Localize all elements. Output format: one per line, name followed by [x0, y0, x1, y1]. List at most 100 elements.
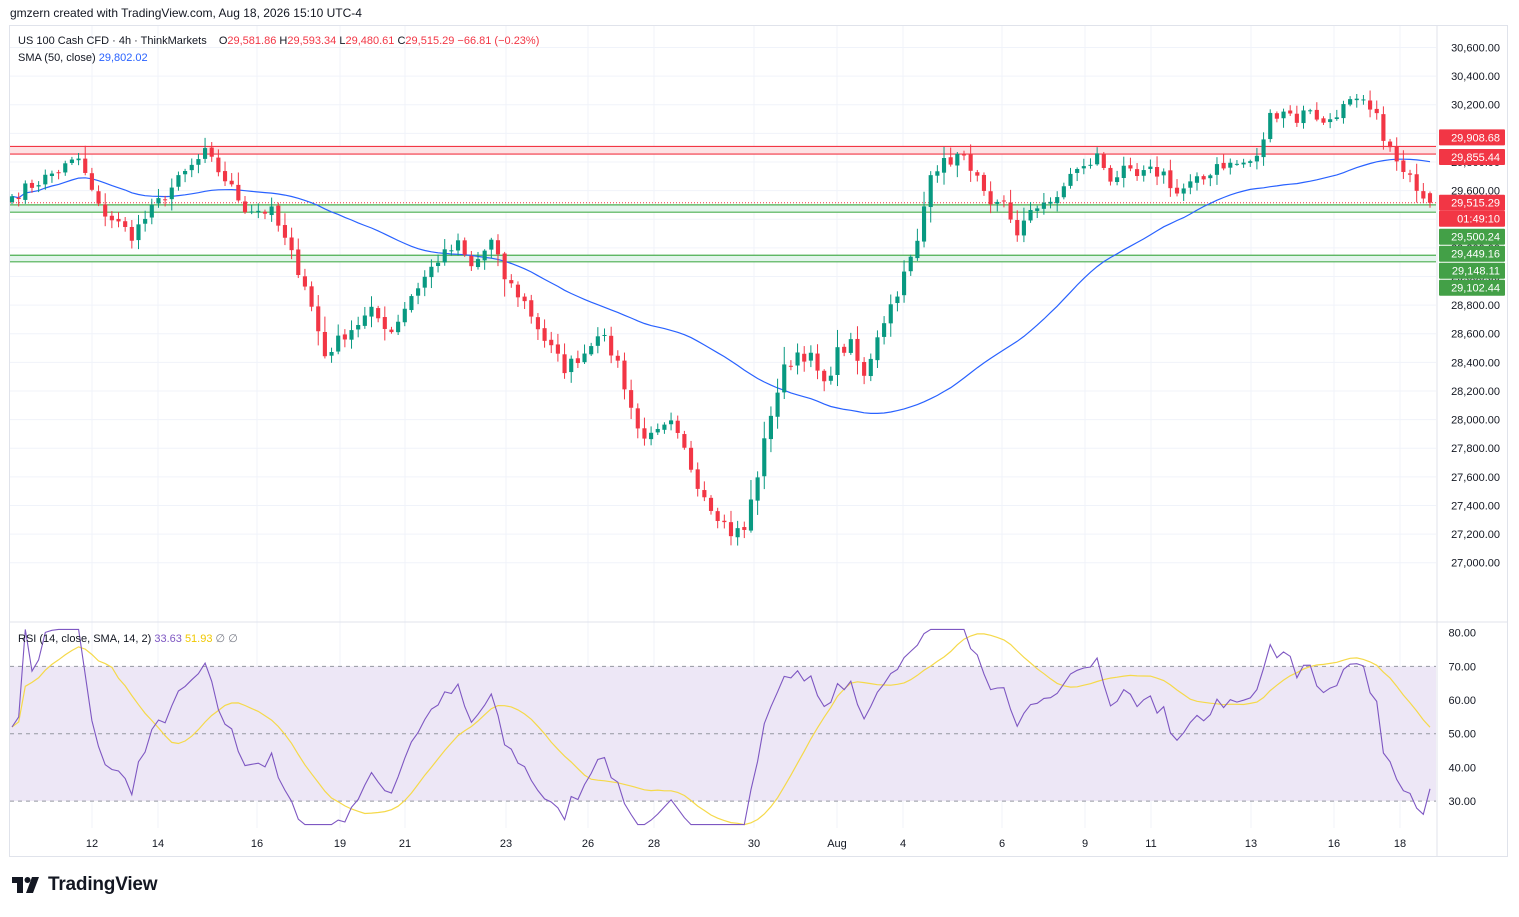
candle-body	[322, 331, 327, 357]
candle-body	[815, 353, 820, 371]
candle	[975, 169, 980, 182]
candle-body	[36, 185, 41, 187]
support-zone-lower	[10, 255, 1436, 262]
candle-body	[176, 175, 181, 187]
candle-body	[369, 306, 374, 317]
candle-body	[935, 171, 940, 176]
candle-body	[1414, 174, 1419, 191]
candle-body	[682, 434, 687, 448]
candle-body	[216, 157, 221, 173]
candle-body	[502, 253, 507, 280]
candle	[602, 328, 607, 342]
candle	[822, 369, 827, 392]
countdown-badge: 01:49:10	[1457, 214, 1500, 226]
candle	[362, 306, 367, 329]
candle	[1135, 163, 1140, 181]
candle	[1261, 132, 1266, 166]
candle	[1035, 205, 1040, 219]
candle	[296, 238, 301, 279]
candle	[183, 168, 188, 183]
candle	[442, 239, 447, 266]
candle-body	[103, 204, 108, 217]
candle-body	[1254, 155, 1259, 162]
candle-body	[715, 511, 720, 521]
candle	[828, 366, 833, 385]
candle	[502, 251, 507, 297]
candle-body	[1135, 169, 1140, 177]
candle	[262, 209, 268, 220]
candle-body	[475, 259, 481, 268]
candle-body	[562, 354, 567, 374]
candle	[1354, 94, 1359, 108]
candle	[1088, 158, 1093, 169]
candle	[316, 295, 321, 346]
candle-body	[209, 147, 214, 157]
candle	[882, 316, 887, 345]
candle	[396, 314, 401, 336]
candle-body	[163, 199, 168, 201]
candle	[682, 430, 687, 450]
candle	[575, 350, 580, 369]
candle	[83, 145, 88, 176]
candle-body	[549, 339, 554, 346]
candle	[549, 331, 554, 354]
candle-body	[602, 334, 607, 336]
candle-body	[928, 175, 933, 208]
rsi-tick-label: 70.00	[1448, 661, 1476, 673]
candle	[56, 169, 61, 180]
time-tick-label: 12	[86, 838, 98, 850]
candle	[1407, 169, 1413, 183]
rsi-line	[11, 628, 1431, 826]
candle	[1328, 113, 1333, 129]
candle-body	[422, 276, 427, 288]
candle-body	[582, 353, 587, 363]
candle-body	[1234, 163, 1240, 165]
candle	[742, 521, 747, 539]
candle	[848, 332, 853, 355]
time-tick-label: 19	[334, 838, 346, 850]
time-tick-label: Aug	[827, 838, 847, 850]
candle	[1194, 172, 1200, 191]
candle	[762, 421, 767, 490]
candle	[382, 306, 387, 341]
candle	[1101, 152, 1106, 171]
candle-body	[156, 198, 161, 204]
candle-body	[509, 280, 514, 284]
candle-body	[1281, 111, 1286, 119]
candle	[422, 270, 427, 297]
candle-body	[1308, 110, 1313, 112]
tradingview-logo[interactable]: TradingView	[12, 874, 158, 896]
candle-body	[1161, 171, 1166, 176]
candle-body	[902, 271, 907, 296]
candle-body	[196, 159, 201, 165]
candle-body	[1348, 99, 1353, 105]
candle	[935, 165, 940, 183]
resistance-zone	[10, 146, 1436, 155]
candle-body	[822, 370, 827, 382]
support-badge: 29,449.16	[1451, 249, 1500, 261]
candle-body	[1188, 181, 1193, 188]
candle	[1001, 195, 1006, 208]
candle-body	[242, 201, 248, 213]
candle-body	[622, 360, 627, 390]
candle-body	[635, 408, 640, 429]
candle	[1348, 96, 1353, 107]
candle	[1008, 189, 1013, 223]
ohlc-high-label: H	[279, 35, 288, 47]
candle-body	[356, 325, 361, 330]
candle	[1254, 147, 1259, 170]
candle-body	[149, 204, 154, 218]
price-tick-label: 28,200.00	[1451, 386, 1500, 398]
candle-body	[455, 240, 461, 251]
candle	[589, 342, 594, 356]
candle-body	[1168, 170, 1173, 189]
candle-body	[262, 211, 268, 214]
resistance-badge-bg	[1439, 129, 1505, 146]
candle-body	[1075, 168, 1080, 173]
candle-body	[382, 317, 387, 329]
candle	[622, 352, 627, 400]
candle	[1228, 158, 1233, 175]
candle-body	[29, 182, 35, 188]
candle-body	[16, 197, 21, 200]
